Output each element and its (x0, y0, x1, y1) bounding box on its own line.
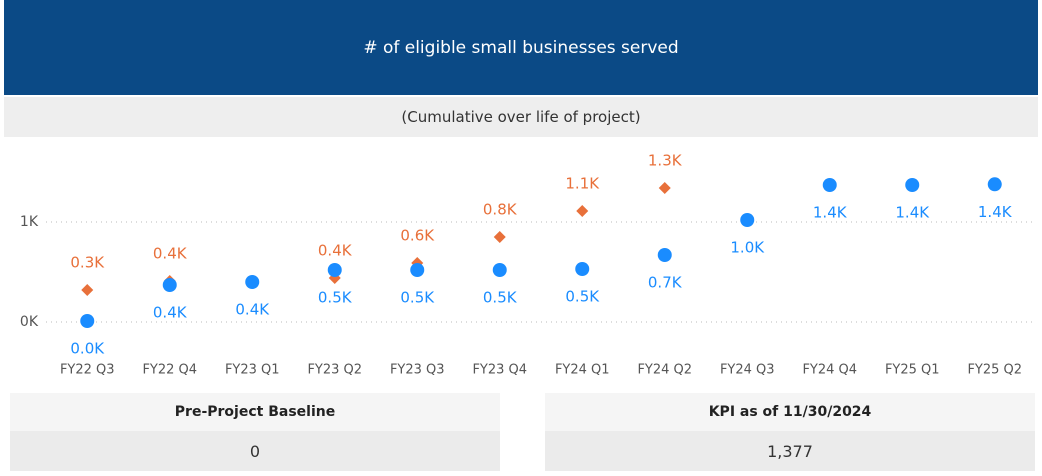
data-label: 1.0K (730, 239, 765, 257)
data-label: 0.6K (400, 227, 435, 245)
data-label: 0.5K (483, 289, 518, 307)
x-tick-label: FY23 Q3 (390, 363, 445, 378)
x-tick-label: FY23 Q4 (472, 363, 527, 378)
data-label: 1.4K (978, 203, 1013, 221)
x-tick-label: FY24 Q2 (637, 363, 692, 378)
data-label: 0.3K (70, 254, 105, 272)
data-label: 0.7K (648, 274, 683, 292)
baseline-card: Pre-Project Baseline 0 (10, 393, 500, 473)
card-value: 1,377 (545, 431, 1035, 471)
x-tick-label: FY25 Q2 (967, 363, 1022, 378)
y-tick-label: 1K (20, 214, 39, 230)
data-label: 1.4K (895, 204, 930, 222)
diamond-marker (576, 205, 589, 217)
circle-marker (740, 213, 755, 227)
x-tick-label: FY25 Q1 (885, 363, 940, 378)
circle-marker (410, 263, 425, 277)
data-label: 0.5K (400, 289, 435, 307)
x-tick-label: FY23 Q1 (225, 363, 280, 378)
data-label: 0.8K (483, 201, 518, 219)
circle-marker (327, 263, 342, 277)
circle-marker (492, 263, 507, 277)
chart: 0K 1K FY22 Q3 FY22 Q4 FY23 Q1 FY23 Q2 FY23 Q3 F… (20, 152, 1036, 378)
data-label: 1.1K (565, 175, 600, 193)
header-subtitle: (Cumulative over life of project) (4, 97, 1038, 137)
data-label: 0.5K (318, 289, 353, 307)
data-label: 0.5K (565, 288, 600, 306)
circle-marker (245, 275, 260, 289)
x-tick-label: FY24 Q3 (720, 363, 775, 378)
x-tick-label: FY24 Q4 (802, 363, 857, 378)
card-label: KPI as of 11/30/2024 (545, 393, 1035, 431)
circle-marker (162, 278, 177, 292)
kpi-card: KPI as of 11/30/2024 1,377 (545, 393, 1035, 473)
diamond-marker (81, 284, 94, 296)
data-label: 0.0K (70, 340, 105, 358)
circle-marker (905, 178, 920, 192)
circle-marker (657, 248, 672, 262)
diamond-marker (493, 231, 506, 243)
data-label: 0.4K (153, 245, 188, 263)
diamond-marker (658, 182, 671, 194)
card-label: Pre-Project Baseline (10, 393, 500, 431)
x-tick-label: FY22 Q3 (60, 363, 115, 378)
x-tick-label: FY24 Q1 (555, 363, 610, 378)
header-title: # of eligible small businesses served (4, 0, 1038, 95)
x-tick-label: FY22 Q4 (142, 363, 197, 378)
data-label: 1.3K (648, 152, 683, 170)
data-label: 0.4K (153, 304, 188, 322)
data-label: 0.4K (235, 301, 270, 319)
circle-marker (987, 177, 1002, 192)
x-tick-label: FY23 Q2 (307, 363, 362, 378)
circle-marker (80, 314, 95, 328)
circle-marker (822, 178, 837, 192)
card-value: 0 (10, 431, 500, 471)
circle-marker (575, 262, 590, 276)
y-tick-label: 0K (20, 314, 39, 330)
data-label: 1.4K (813, 204, 848, 222)
data-label: 0.4K (318, 242, 353, 260)
